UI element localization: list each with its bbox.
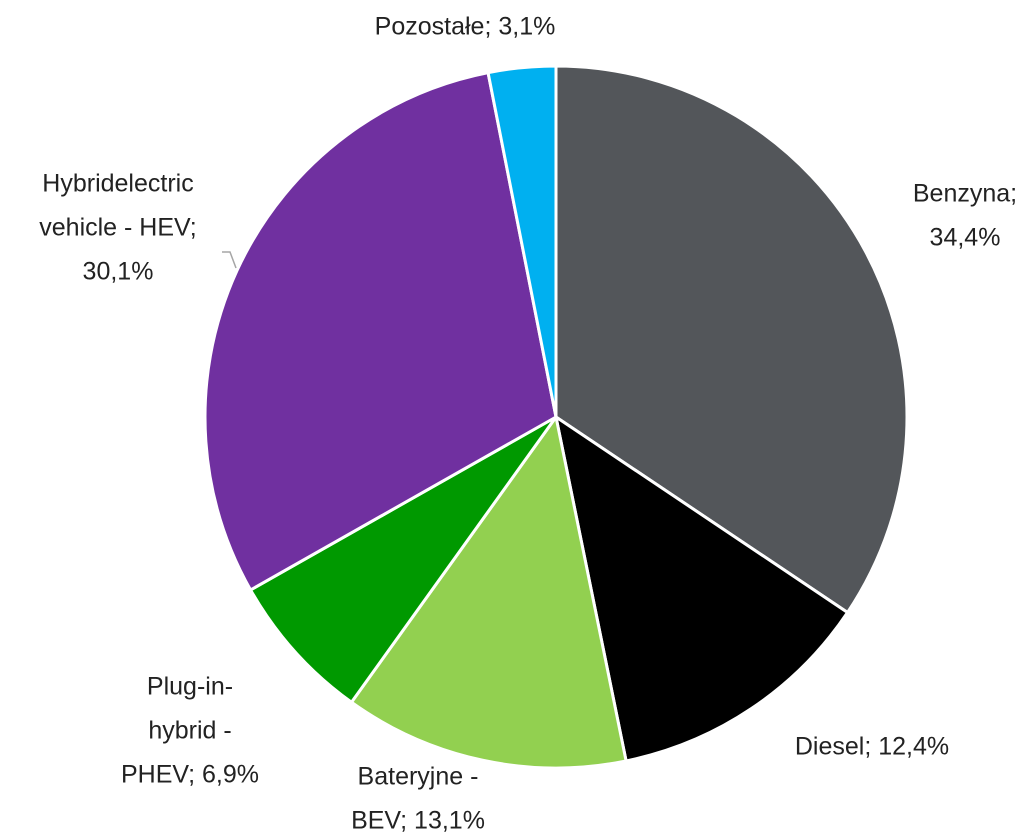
data-label: Bateryjne - bbox=[358, 763, 479, 791]
data-label: Diesel; 12,4% bbox=[795, 733, 949, 761]
pie-slice bbox=[248, 415, 558, 705]
data-label: 34,4% bbox=[930, 224, 1001, 252]
pie-slice bbox=[553, 413, 850, 763]
pie-slice bbox=[486, 64, 558, 418]
data-label: PHEV; 6,9% bbox=[121, 761, 259, 789]
data-label: 30,1% bbox=[83, 258, 154, 286]
data-label: Plug-in- bbox=[147, 673, 233, 701]
leader-line bbox=[222, 251, 237, 269]
data-label: Pozostałe; 3,1% bbox=[375, 13, 556, 41]
pie-slice bbox=[349, 413, 628, 770]
data-label: Benzyna; bbox=[913, 180, 1017, 208]
pie-slice bbox=[203, 70, 558, 592]
pie-slice bbox=[554, 64, 909, 615]
data-label: BEV; 13,1% bbox=[351, 807, 485, 835]
data-label: hybrid - bbox=[148, 717, 231, 745]
data-label: vehicle - HEV; bbox=[39, 214, 196, 242]
data-label: Hybridelectric bbox=[42, 170, 193, 198]
